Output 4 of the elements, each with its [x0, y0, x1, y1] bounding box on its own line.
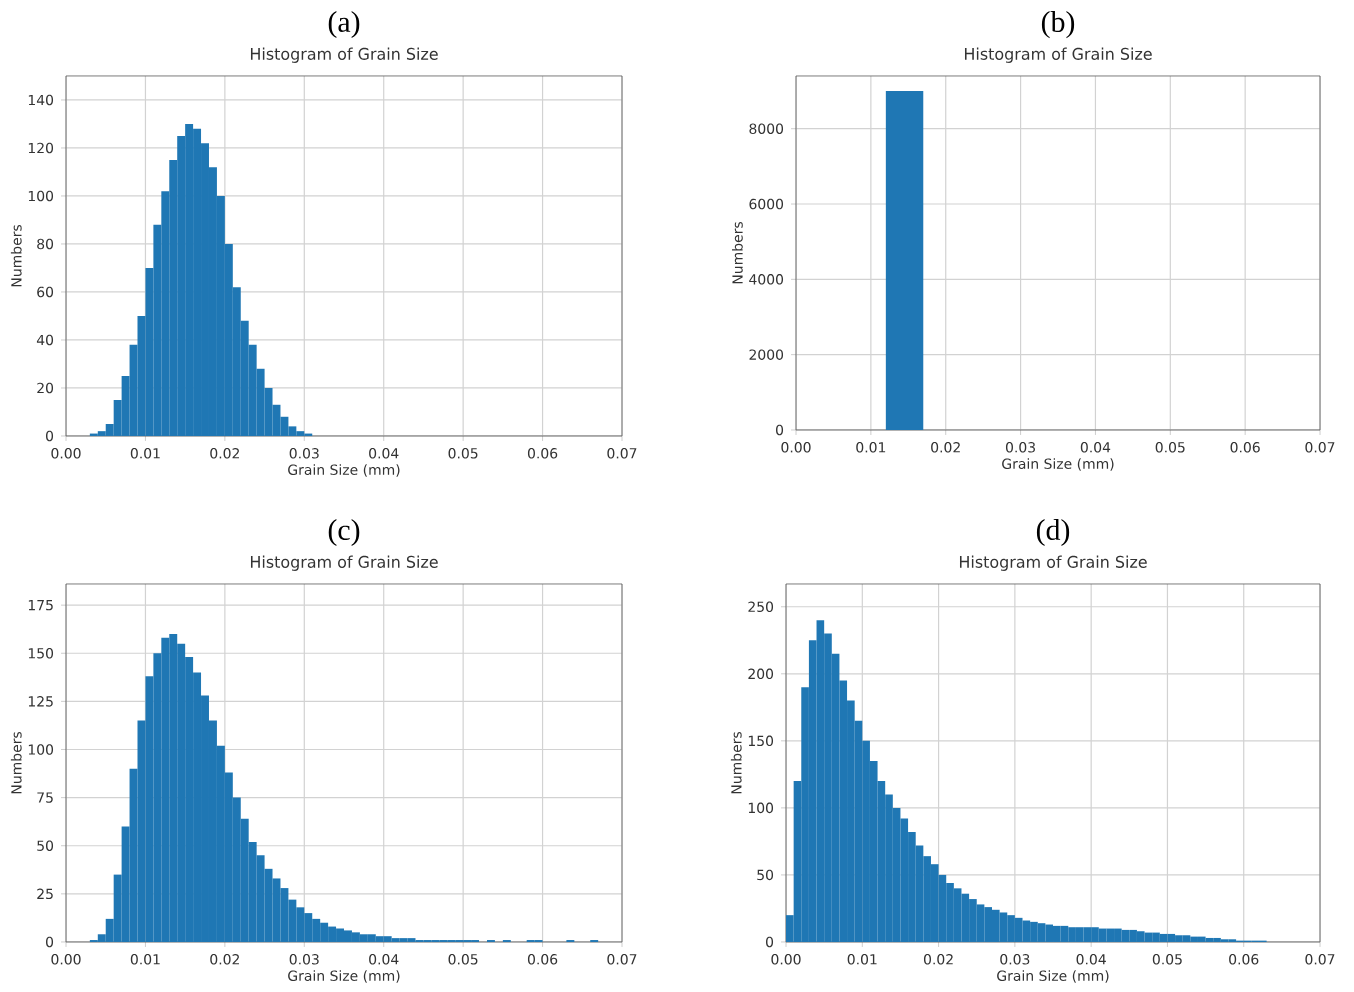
- chart-title: (d): [1036, 519, 1070, 547]
- chart-title: (a): [328, 11, 360, 39]
- chart-title: (b): [1041, 11, 1075, 39]
- chart-title: (c): [328, 519, 360, 547]
